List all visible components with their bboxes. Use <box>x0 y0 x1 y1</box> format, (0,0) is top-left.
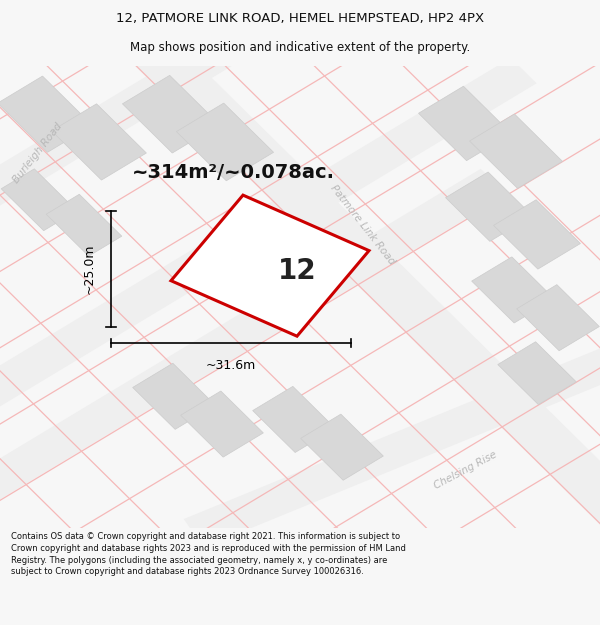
Polygon shape <box>52 104 146 180</box>
Polygon shape <box>517 284 599 351</box>
Polygon shape <box>494 200 580 269</box>
Text: Chelsing Rise: Chelsing Rise <box>432 449 498 491</box>
Polygon shape <box>176 103 274 181</box>
Text: ~25.0m: ~25.0m <box>83 244 96 294</box>
Polygon shape <box>301 414 383 480</box>
Text: ~314m²/~0.078ac.: ~314m²/~0.078ac. <box>132 162 335 181</box>
Polygon shape <box>446 172 532 241</box>
Polygon shape <box>0 58 536 425</box>
Polygon shape <box>0 169 506 536</box>
Polygon shape <box>0 76 92 152</box>
Polygon shape <box>184 324 600 548</box>
Polygon shape <box>62 0 600 578</box>
Polygon shape <box>0 22 262 276</box>
Text: Map shows position and indicative extent of the property.: Map shows position and indicative extent… <box>130 41 470 54</box>
Polygon shape <box>472 257 554 323</box>
Text: ~31.6m: ~31.6m <box>206 359 256 372</box>
Text: Burleigh Road: Burleigh Road <box>11 121 64 186</box>
Text: Patmore Link Road: Patmore Link Road <box>329 183 397 267</box>
Polygon shape <box>253 386 335 452</box>
Polygon shape <box>181 391 263 457</box>
Polygon shape <box>46 194 122 256</box>
Polygon shape <box>498 342 576 404</box>
Polygon shape <box>470 114 562 188</box>
Text: 12: 12 <box>278 258 316 286</box>
Polygon shape <box>133 363 215 429</box>
Polygon shape <box>122 76 220 153</box>
Polygon shape <box>419 86 511 161</box>
Text: Contains OS data © Crown copyright and database right 2021. This information is : Contains OS data © Crown copyright and d… <box>11 532 406 576</box>
Polygon shape <box>1 169 77 231</box>
Text: 12, PATMORE LINK ROAD, HEMEL HEMPSTEAD, HP2 4PX: 12, PATMORE LINK ROAD, HEMEL HEMPSTEAD, … <box>116 12 484 25</box>
Polygon shape <box>171 195 369 336</box>
